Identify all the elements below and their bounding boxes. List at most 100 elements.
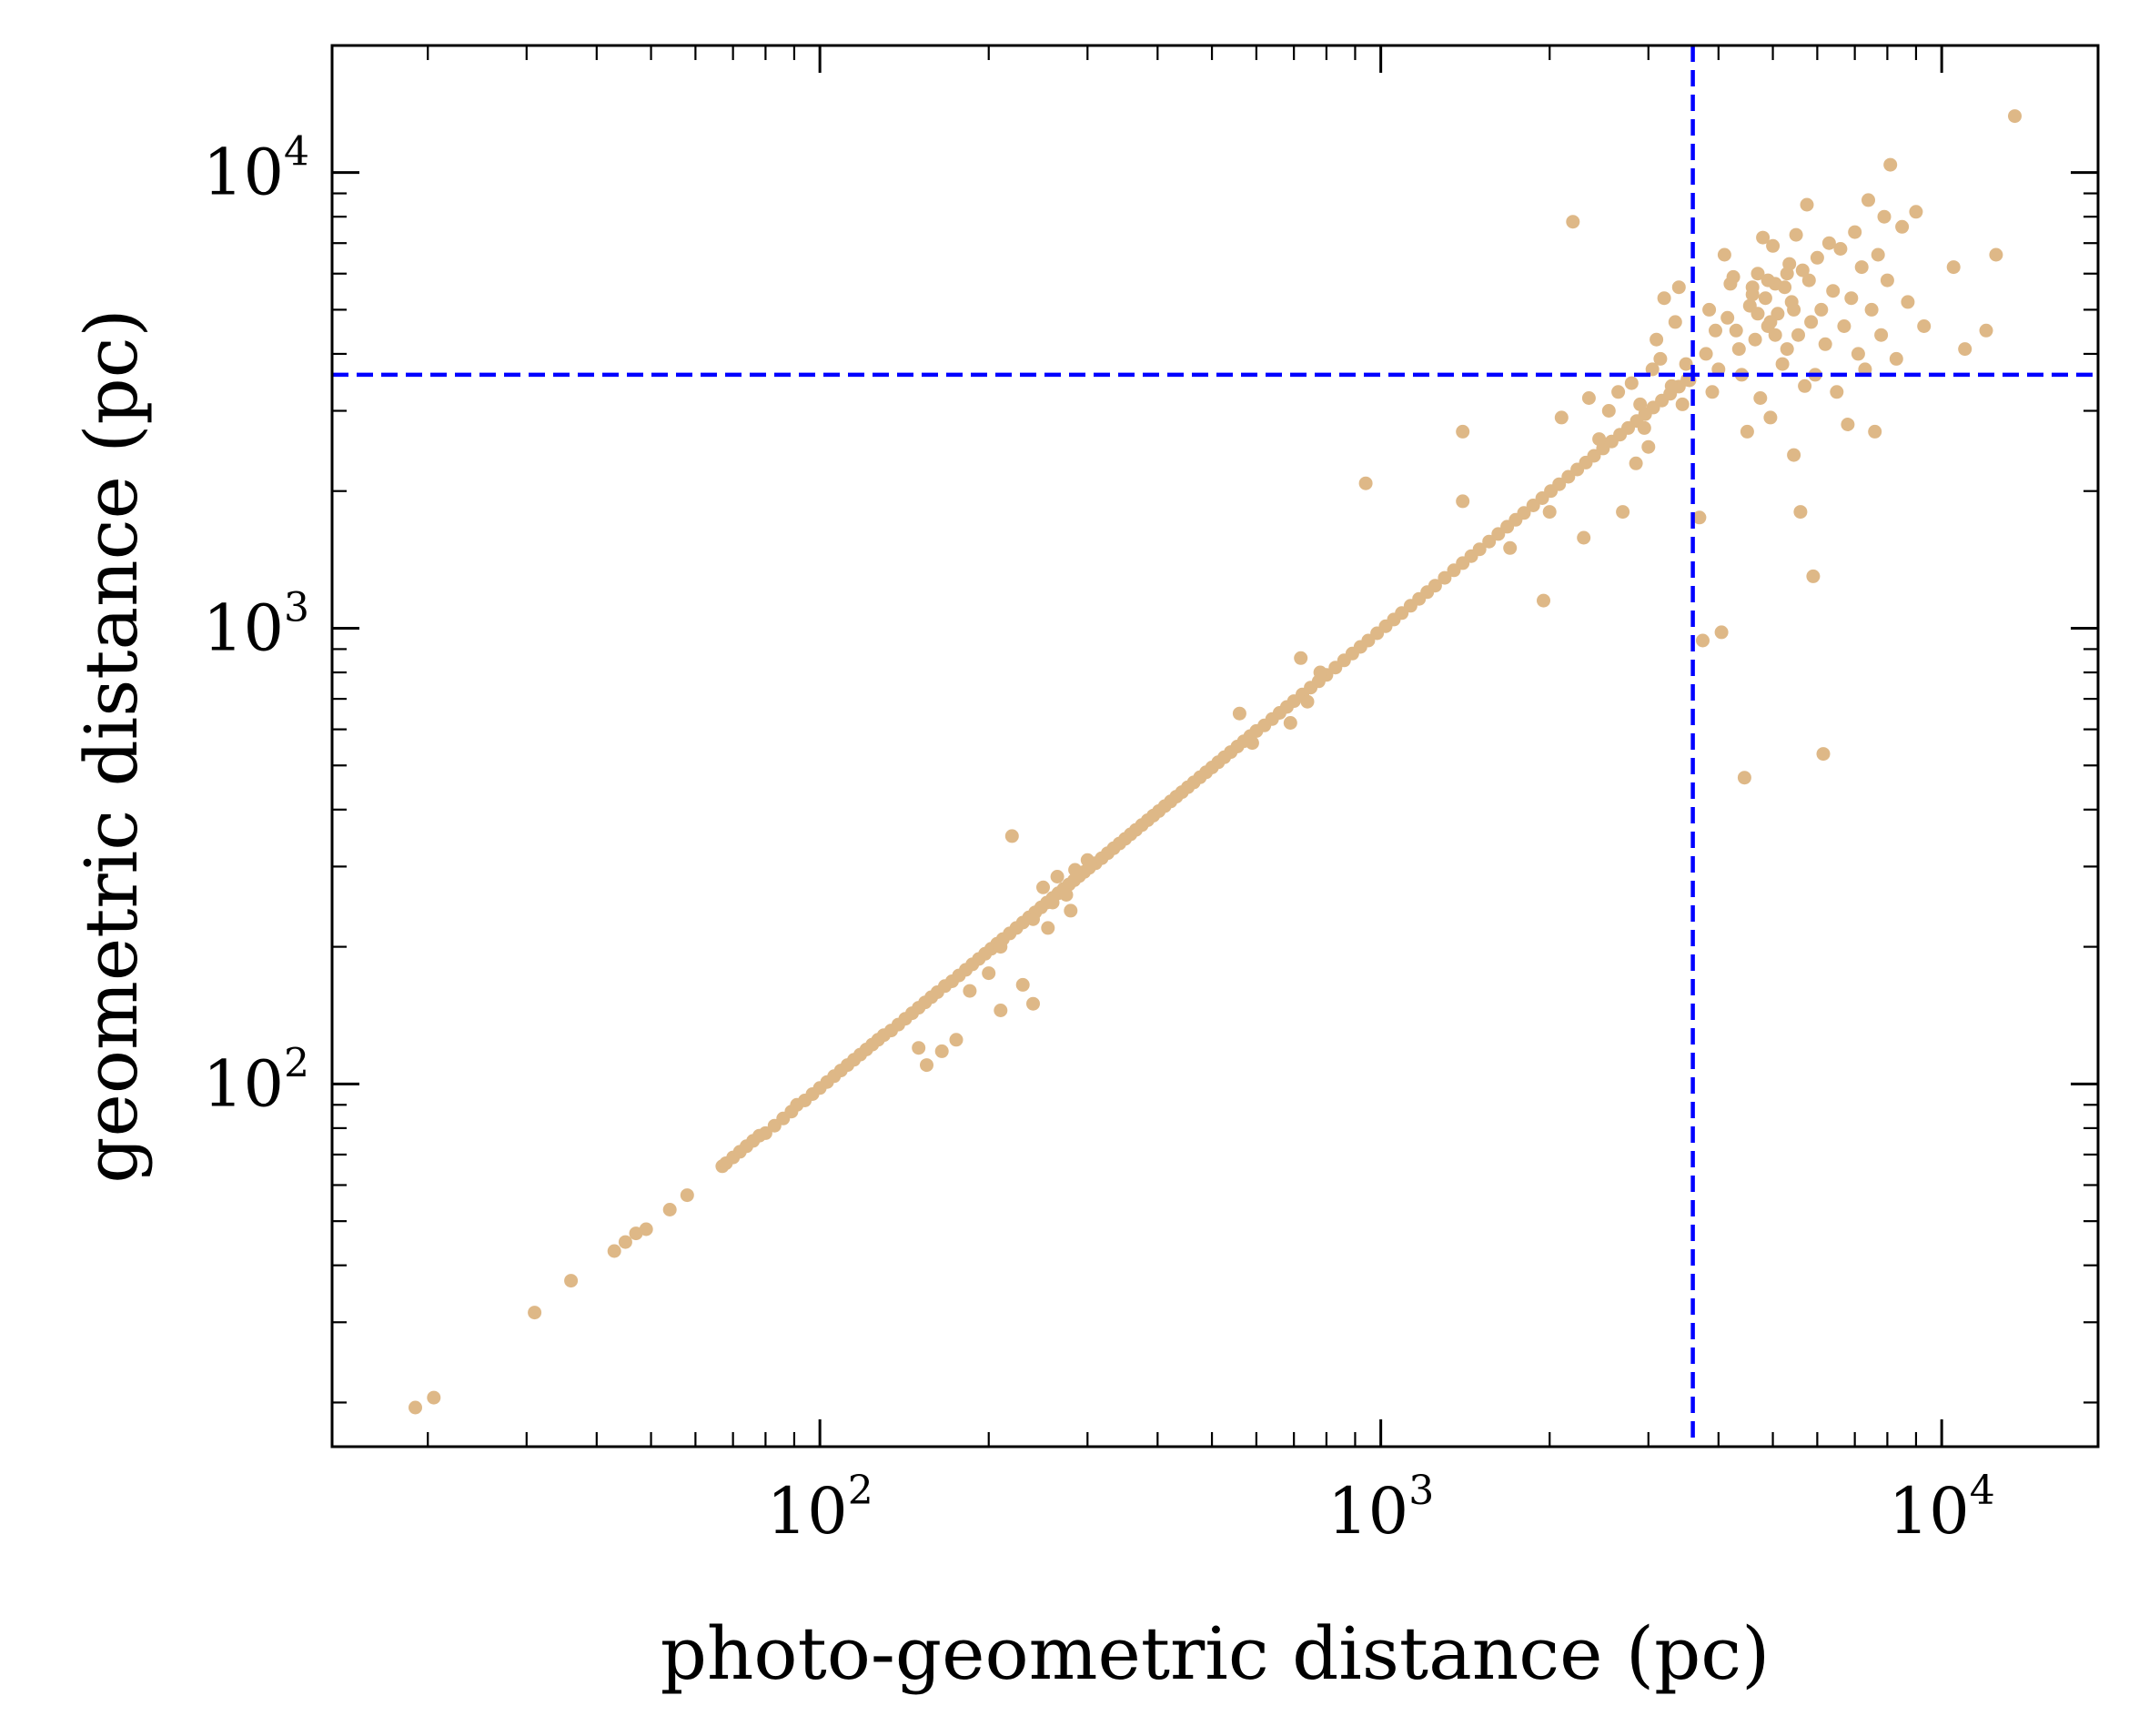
data-point [1036,880,1050,894]
data-point [1851,347,1865,361]
data-point [1245,736,1259,751]
data-point [1989,247,2003,262]
data-point [1699,347,1713,361]
data-point [1740,424,1754,439]
data-point [1668,315,1682,329]
data-point [1877,209,1892,224]
data-point [1737,771,1751,785]
data-point [1456,424,1470,439]
data-points [409,109,2022,1415]
data-point [1717,247,1731,262]
data-point [1729,323,1743,338]
data-point [1844,291,1859,306]
data-point [1830,385,1844,399]
data-point [1657,291,1671,306]
data-point [2008,109,2022,124]
data-point [618,1235,632,1249]
data-point [1428,579,1442,593]
data-point [1798,378,1812,393]
data-point [1958,342,1973,357]
data-point [1702,302,1717,317]
plot-frame [330,44,2100,1448]
data-point [963,984,977,998]
data-point [1901,295,1915,309]
data-point [1517,506,1531,520]
data-point [1946,260,1961,275]
data-point [934,1044,949,1058]
data-point [1438,570,1452,585]
data-point [427,1390,441,1405]
data-point [1787,448,1801,462]
data-point [1542,505,1557,520]
data-point [1059,888,1074,902]
data-point [1633,397,1648,411]
data-point [1801,273,1816,288]
data-point [1671,280,1686,295]
data-point [1637,420,1651,435]
data-point [1917,319,1932,333]
data-point [1026,996,1040,1011]
data-point [1045,895,1060,910]
data-point [1766,238,1781,253]
data-point [1758,291,1772,306]
data-point [1004,829,1019,843]
data-point [1864,302,1879,317]
data-point [1015,977,1030,992]
data-point [1761,273,1775,288]
data-point [1880,273,1894,288]
data-point [1979,323,1993,338]
data-point [1587,449,1601,463]
data-point [1611,385,1626,399]
data-point [1821,236,1836,250]
data-point [1577,530,1591,545]
data-point [1581,391,1596,405]
data-point [607,1244,621,1258]
data-point [1833,242,1848,256]
data-point [1726,269,1740,284]
data-point [1592,432,1607,447]
data-point [1751,307,1765,321]
data-point [409,1400,422,1415]
data-point [1731,342,1746,357]
data-point [1804,315,1819,329]
data-point [1554,410,1569,425]
data-point [1283,716,1297,730]
data-point [1816,747,1831,762]
data-point [1780,342,1794,357]
data-point [1751,267,1765,281]
data-point [1810,250,1824,265]
x-axis-title: photo-geometric distance (pc) [661,1611,1771,1696]
data-point [1472,542,1487,557]
data-point [564,1274,579,1288]
data-point [1854,260,1869,275]
data-point [1068,863,1083,877]
data-point [1692,510,1707,525]
data-point [1889,351,1903,366]
data-point [1232,706,1246,721]
axis-ticks [332,45,2098,1447]
data-point [639,1222,653,1236]
data-point [1705,385,1720,399]
data-point [1909,205,1923,219]
data-point [1763,315,1778,329]
data-point [1841,418,1855,431]
data-point [1748,332,1762,347]
data-point [1679,357,1693,371]
data-point [1503,540,1518,555]
data-point [1629,456,1643,470]
x-tick-label: 104 [1889,1468,1995,1549]
data-point [1050,870,1064,883]
data-point [680,1188,694,1203]
data-point [1664,378,1679,393]
data-point [1456,494,1470,509]
data-point [920,1058,933,1073]
data-point [528,1306,542,1320]
data-point [1768,328,1782,342]
x-tick-label: 103 [1327,1468,1434,1549]
reference-lines [332,45,2098,1447]
data-point [1763,410,1778,425]
data-point [1552,477,1567,491]
data-point [912,1041,926,1055]
data-point [1826,284,1841,298]
